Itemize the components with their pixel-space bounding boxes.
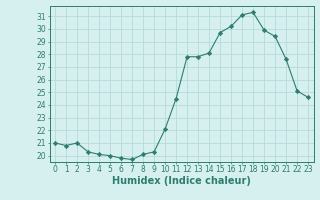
X-axis label: Humidex (Indice chaleur): Humidex (Indice chaleur) (112, 176, 251, 186)
